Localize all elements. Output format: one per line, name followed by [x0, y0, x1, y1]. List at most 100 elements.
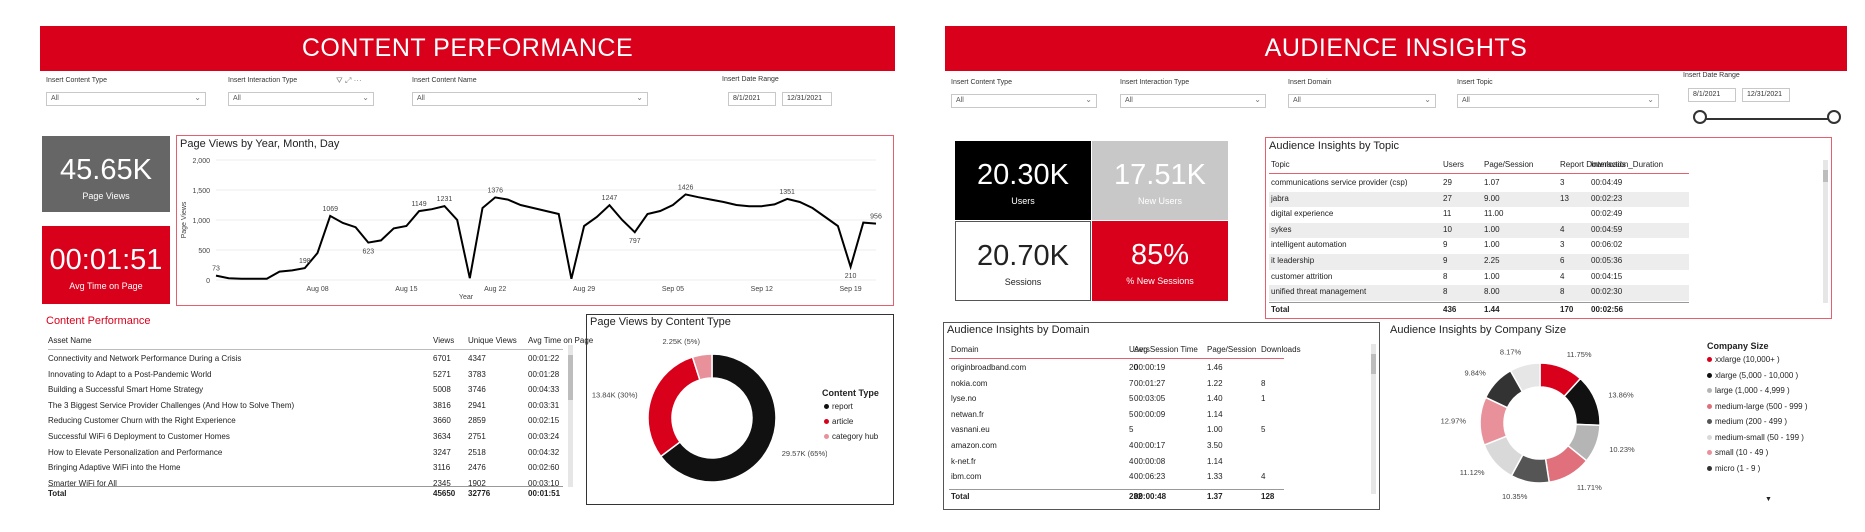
table-row[interactable]: Bringing Adaptive WiFi into the Home 3116…	[48, 461, 563, 477]
topic-dropdown[interactable]: All ⌄	[1457, 94, 1659, 108]
column-header[interactable]: Views	[433, 336, 455, 345]
table-row[interactable]: vasnani.eu 5 1.00 5	[949, 423, 1284, 439]
legend-label: micro (1 - 9 )	[1715, 463, 1761, 473]
more-options-icon[interactable]: ···	[353, 76, 362, 85]
column-header[interactable]: Downloads	[1261, 345, 1301, 354]
table-row[interactable]: nokia.com 7 00:01:27 1.22 8	[949, 377, 1284, 393]
table-cell: 436	[1443, 305, 1457, 314]
legend-label: large (1,000 - 4,999 )	[1715, 386, 1790, 395]
table-row[interactable]: it leadership 9 2.25 6 00:05:36	[1269, 254, 1689, 270]
table-cell: it leadership	[1271, 256, 1315, 265]
date-range-slider-track[interactable]	[1700, 118, 1834, 120]
table-row[interactable]: sykes 10 1.00 4 00:04:59	[1269, 222, 1689, 239]
legend-item-medium-small[interactable]: medium-small (50 - 199 )	[1707, 433, 1804, 442]
table-row[interactable]: Reducing Customer Churn with the Right E…	[48, 414, 563, 430]
legend-swatch	[1707, 388, 1712, 394]
table-row[interactable]: Building a Successful Smart Home Strateg…	[48, 383, 563, 399]
start-date-input[interactable]: 8/1/2021	[728, 92, 776, 106]
column-header[interactable]: Asset Name	[48, 336, 92, 345]
end-date-input[interactable]: 12/31/2021	[782, 92, 832, 106]
legend-item-small[interactable]: small (10 - 49 )	[1707, 448, 1768, 457]
column-header[interactable]: Interaction_Duration	[1591, 160, 1664, 169]
table-cell: sykes	[1271, 224, 1292, 234]
column-header[interactable]: Avg Session Time	[1134, 345, 1198, 354]
legend-item-article[interactable]: article	[824, 417, 853, 426]
legend-item-medium-large[interactable]: medium-large (500 - 999 )	[1707, 402, 1807, 411]
legend-item-report[interactable]: report	[824, 402, 853, 411]
column-header[interactable]: Domain	[951, 345, 979, 354]
table-row[interactable]: lyse.no 5 00:03:05 1.40 1	[949, 392, 1284, 408]
column-header[interactable]: Users	[1443, 160, 1464, 169]
interaction-type-dropdown[interactable]: All ⌄	[228, 92, 374, 106]
legend-item-xxlarge[interactable]: xxlarge (10,000+ )	[1707, 355, 1780, 364]
content-performance-banner: CONTENT PERFORMANCE	[40, 26, 895, 71]
table-row[interactable]: digital experience 11 11.00 00:02:49	[1269, 207, 1689, 223]
domain-dropdown[interactable]: All ⌄	[1288, 94, 1436, 108]
table-row[interactable]: communications service provider (csp) 29 1…	[1269, 176, 1689, 192]
filter-label-content-type: Insert Content Type	[46, 77, 107, 84]
scrollbar[interactable]	[1823, 160, 1828, 303]
scrollbar[interactable]	[568, 345, 573, 487]
table-cell: 3.50	[1207, 441, 1223, 450]
table-row[interactable]: customer attrition 8 1.00 4 00:04:15	[1269, 270, 1689, 286]
content-name-dropdown[interactable]: All ⌄	[412, 92, 648, 106]
table-cell: 128	[1261, 492, 1275, 501]
table-cell: 5	[1129, 394, 1134, 404]
interaction-type-dropdown[interactable]: All ⌄	[1120, 94, 1266, 108]
table-cell: 2345	[433, 478, 451, 488]
table-cell: 00:01:22	[528, 354, 560, 363]
table-cell: 3247	[433, 447, 451, 457]
table-row[interactable]: Smarter WiFi for All 2345 1902 00:03:10	[48, 477, 563, 493]
column-header[interactable]: Avg Time on Page	[528, 336, 594, 345]
legend-swatch	[1707, 403, 1712, 409]
table-cell: 3634	[433, 432, 451, 441]
table-row[interactable]: Successful WiFi 6 Deployment to Customer…	[48, 430, 563, 446]
chevron-down-icon: ⌄	[362, 93, 369, 102]
focus-mode-icon[interactable]: ⤢	[344, 76, 352, 85]
table-row[interactable]: originbroadband.com 20 00:00:19 1.46	[949, 361, 1284, 377]
filter-label-content-name: Insert Content Name	[412, 77, 477, 84]
kpi-label: Users	[1011, 196, 1035, 206]
legend-item-large[interactable]: large (1,000 - 4,999 )	[1707, 386, 1790, 395]
domain-table: Domain Users Avg Session Time Page/Session D…	[949, 342, 1369, 506]
table-row[interactable]: netwan.fr 5 00:00:09 1.14	[949, 408, 1284, 424]
slice-label: 29.57K (65%)	[782, 449, 827, 458]
column-header[interactable]: Topic	[1271, 160, 1290, 169]
column-header[interactable]: Page/Session	[1207, 345, 1257, 354]
table-row[interactable]: k-net.fr 4 00:00:08 1.14	[949, 455, 1284, 471]
slider-handle-start[interactable]	[1693, 110, 1707, 124]
column-header[interactable]: Report Downloads	[1560, 160, 1626, 169]
content-type-dropdown[interactable]: All ⌄	[46, 92, 206, 106]
legend-item-micro[interactable]: micro (1 - 9 )	[1707, 464, 1760, 473]
table-row[interactable]: Connectivity and Network Performance Dur…	[48, 352, 563, 368]
column-header[interactable]: Unique Views	[468, 336, 517, 345]
legend-item-medium[interactable]: medium (200 - 499 )	[1707, 417, 1787, 426]
start-date-input[interactable]: 8/1/2021	[1688, 88, 1736, 102]
slider-handle-end[interactable]	[1827, 110, 1841, 124]
column-header[interactable]: Users	[1129, 345, 1150, 354]
content-type-dropdown[interactable]: All ⌄	[951, 94, 1097, 108]
table-cell: 4347	[468, 354, 486, 363]
table-row[interactable]: amazon.com 4 00:00:17 3.50	[949, 439, 1284, 455]
legend-item-category-hub[interactable]: category hub	[824, 432, 878, 441]
table-row[interactable]: The 3 Biggest Service Provider Challenge…	[48, 399, 563, 415]
table-row[interactable]: ibm.com 4 00:06:23 1.33 4	[949, 470, 1284, 486]
filter-icon[interactable]: ⛛	[336, 76, 343, 85]
table-row[interactable]: jabra 27 9.00 13 00:02:23	[1269, 191, 1689, 208]
table-row[interactable]: intelligent automation 9 1.00 3 00:06:02	[1269, 238, 1689, 254]
data-label: 623	[362, 249, 374, 256]
table-cell: 1.44	[1484, 305, 1500, 314]
end-date-input[interactable]: 12/31/2021	[1742, 88, 1790, 102]
table-cell: 00:04:33	[528, 385, 560, 395]
table-row[interactable]: Innovating to Adapt to a Post-Pandemic W…	[48, 368, 563, 384]
table-cell: Bringing Adaptive WiFi into the Home	[48, 463, 181, 473]
slice-label: 12.97%	[1441, 417, 1467, 426]
table-cell: Successful WiFi 6 Deployment to Customer…	[48, 432, 230, 441]
data-label: 956	[870, 214, 882, 221]
table-row[interactable]: unified threat management 8 8.00 8 00:02:30	[1269, 285, 1689, 301]
legend-scroll-down-icon[interactable]: ▼	[1765, 496, 1772, 503]
column-header[interactable]: Page/Session	[1484, 160, 1534, 169]
scrollbar[interactable]	[1371, 344, 1376, 494]
table-row[interactable]: How to Elevate Personalization and Perfo…	[48, 446, 563, 462]
legend-item-xlarge[interactable]: xlarge (5,000 - 10,000 )	[1707, 371, 1798, 380]
